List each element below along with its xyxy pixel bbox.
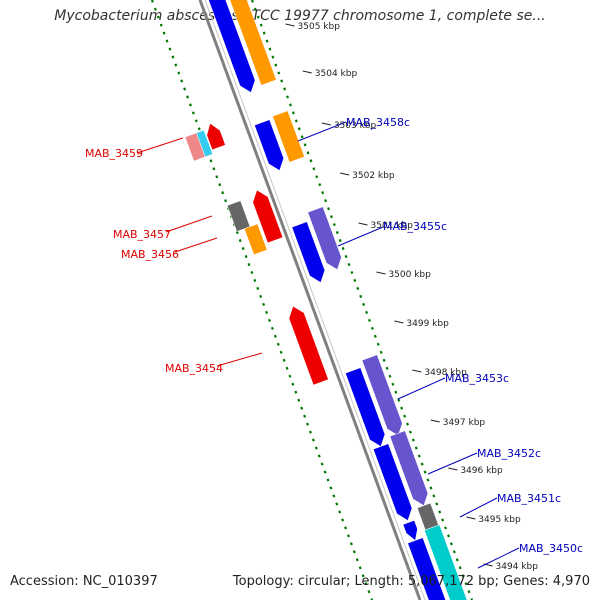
gene-label: MAB_3452c: [477, 447, 541, 460]
tick-mark: [376, 271, 386, 275]
gene-MAB_3453c: [345, 367, 386, 447]
gene-label: MAB_3459: [85, 147, 143, 160]
tick-mark: [358, 222, 368, 226]
gene-label: MAB_3453c: [445, 372, 509, 385]
gene-label: MAB_3454: [165, 362, 223, 375]
gene-MAB_3458c: [254, 119, 284, 171]
leader-line: [165, 215, 213, 233]
gray-block-2: [416, 502, 439, 531]
orange-block-2: [272, 110, 305, 163]
orange-block-top: [229, 0, 277, 86]
tick-label: 3502 kbp: [352, 171, 395, 181]
tick-mark: [285, 23, 295, 27]
gene-label: MAB_3450c: [519, 542, 583, 555]
tick-mark: [394, 320, 404, 324]
backbone-axis: [198, 0, 426, 600]
gene-MAB_3454: [288, 305, 329, 386]
tick-label: 3497 kbp: [443, 418, 486, 428]
gene-label: MAB_3457: [113, 228, 171, 241]
gene-label: MAB_3458c: [346, 116, 410, 129]
tick-label: 3498 kbp: [424, 368, 467, 378]
tick-label: 3501 kbp: [371, 221, 414, 231]
gene-MAB_3459-c: [206, 122, 226, 151]
gene-label: MAB_3456: [121, 248, 179, 261]
blue-block-top: [208, 0, 256, 93]
tick-label: 3496 kbp: [460, 466, 503, 476]
tick-label: 3494 kbp: [496, 562, 539, 572]
tick-label: 3504 kbp: [315, 69, 358, 79]
kbp-ticks: 3505 kbp 3504 kbp 3503 kbp 3502 kbp 3501 kbp…: [285, 22, 539, 572]
tick-label: 3503 kbp: [334, 121, 377, 131]
tick-mark: [321, 122, 331, 126]
gene-MAB_3457: [252, 189, 284, 244]
leader-line: [477, 547, 520, 569]
leader-line: [216, 352, 263, 367]
leader-line: [174, 237, 218, 253]
outer-dotted-line: [250, 0, 474, 600]
genome-summary-text: Topology: circular; Length: 5,067,172 bp…: [232, 574, 590, 589]
violet-block-3: [389, 430, 429, 506]
inner-dotted-line: [150, 0, 374, 600]
gene-MAB_3452c: [372, 443, 413, 521]
gene-features: [184, 0, 468, 600]
gene-MAB_3455c: [291, 221, 326, 283]
tick-label: 3505 kbp: [298, 22, 341, 32]
tick-label: 3495 kbp: [478, 515, 521, 525]
tick-mark: [412, 369, 422, 373]
gene-label: MAB_3455c: [383, 220, 447, 233]
tick-label: 3500 kbp: [388, 270, 431, 280]
gene-MAB_3451c: [402, 520, 418, 541]
gray-block: [226, 200, 251, 232]
cyan-block: [424, 524, 468, 600]
tick-label: 3499 kbp: [406, 319, 449, 329]
leader-line: [427, 452, 478, 475]
gene-MAB_3450c: [407, 537, 446, 600]
tick-mark: [302, 70, 312, 74]
leader-line: [337, 226, 384, 247]
gene-label: MAB_3451c: [497, 492, 561, 505]
violet-block-1: [307, 206, 342, 270]
map-title: Mycobacterium abscessus ATCC 19977 chrom…: [54, 8, 546, 24]
axis-shadow-line: [204, 0, 426, 600]
gene-labels: MAB_3459 MAB_3457 MAB_3456 MAB_3454 MAB_3458…: [85, 116, 583, 569]
leader-line: [459, 497, 498, 518]
gene-MAB_3456: [243, 223, 268, 256]
tick-mark: [430, 419, 440, 423]
accession-text: Accession: NC_010397: [10, 574, 158, 589]
violet-block-2: [361, 354, 403, 436]
leader-line: [397, 377, 446, 400]
gene-MAB_3459-b: [196, 129, 214, 158]
tick-mark: [448, 467, 458, 471]
leader-line: [297, 121, 347, 142]
tick-mark: [466, 516, 476, 520]
axis-line: [198, 0, 422, 600]
leader-line: [136, 137, 184, 154]
tick-mark: [340, 172, 350, 176]
